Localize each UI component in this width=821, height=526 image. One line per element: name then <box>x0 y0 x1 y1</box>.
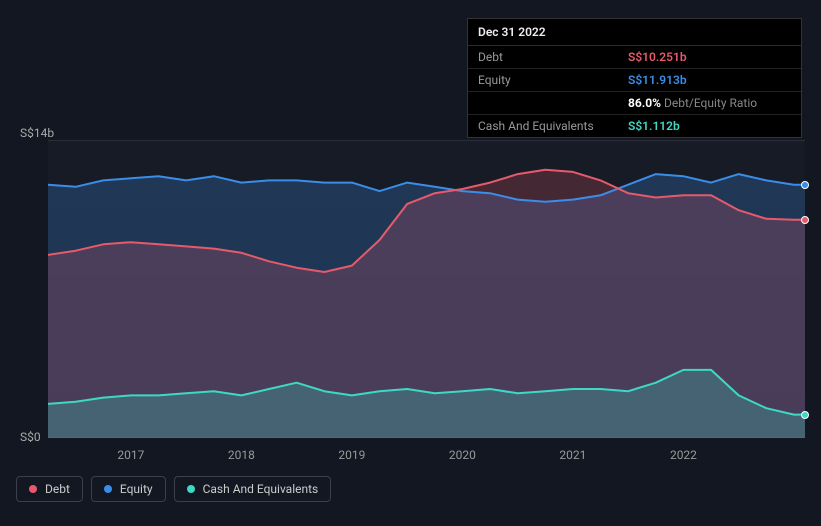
tooltip-label <box>478 96 628 110</box>
tooltip-value: S$1.112b <box>628 119 680 133</box>
chart-svg <box>48 140 805 438</box>
tooltip-value: S$11.913b <box>628 73 687 87</box>
x-axis-tick: 2020 <box>449 448 476 462</box>
legend-dot <box>187 485 195 493</box>
tooltip-value: S$10.251b <box>628 50 687 64</box>
legend-item-cash-and-equivalents[interactable]: Cash And Equivalents <box>174 476 332 502</box>
x-axis-tick: 2019 <box>338 448 365 462</box>
x-axis: 2017 2018 2019 2020 2021 2022 <box>48 448 805 468</box>
x-axis-tick: 2022 <box>670 448 697 462</box>
x-axis-tick: 2018 <box>228 448 255 462</box>
tooltip-label: Equity <box>478 73 628 87</box>
tooltip-row: 86.0% Debt/Equity Ratio <box>468 92 801 115</box>
x-axis-tick: 2021 <box>559 448 586 462</box>
legend-label: Equity <box>120 482 153 496</box>
series-end-marker <box>801 216 809 224</box>
tooltip-row: DebtS$10.251b <box>468 46 801 69</box>
legend-item-equity[interactable]: Equity <box>91 476 166 502</box>
y-axis-min-label: S$0 <box>20 430 41 444</box>
y-axis-max-label: S$14b <box>20 126 54 140</box>
tooltip-label: Debt <box>478 50 628 64</box>
legend-dot <box>104 485 112 493</box>
series-end-marker <box>801 181 809 189</box>
legend-dot <box>29 485 37 493</box>
x-axis-tick: 2017 <box>117 448 144 462</box>
tooltip-row: EquityS$11.913b <box>468 69 801 92</box>
tooltip-label: Cash And Equivalents <box>478 119 628 133</box>
chart-legend: Debt Equity Cash And Equivalents <box>16 476 331 502</box>
tooltip-row: Cash And EquivalentsS$1.112b <box>468 115 801 137</box>
legend-label: Debt <box>45 482 70 496</box>
series-end-marker <box>801 411 809 419</box>
chart-tooltip: Dec 31 2022 DebtS$10.251bEquityS$11.913b… <box>467 18 802 138</box>
legend-item-debt[interactable]: Debt <box>16 476 83 502</box>
legend-label: Cash And Equivalents <box>203 482 319 496</box>
tooltip-date: Dec 31 2022 <box>468 19 801 46</box>
tooltip-ratio: 86.0% Debt/Equity Ratio <box>628 96 757 110</box>
chart-plot-area[interactable] <box>48 140 805 438</box>
